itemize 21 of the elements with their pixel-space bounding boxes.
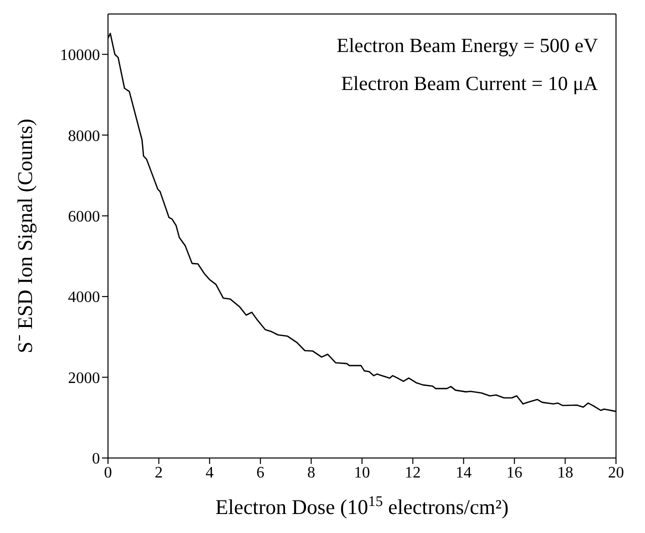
x-tick-label: 14 [456, 464, 472, 482]
x-tick-label: 8 [307, 464, 316, 482]
y-tick-label: 10000 [60, 47, 100, 64]
x-tick-label: 4 [206, 464, 214, 482]
y-tick-label: 2000 [68, 370, 100, 387]
x-tick-label: 6 [256, 464, 264, 482]
x-tick-label: 10 [354, 464, 370, 482]
x-tick-label: 16 [506, 464, 522, 482]
x-tick-label: 0 [104, 464, 112, 482]
y-tick-label: 0 [92, 450, 100, 468]
y-tick-label: 4000 [68, 289, 100, 306]
x-tick-label: 12 [404, 464, 421, 482]
x-tick-label: 2 [154, 464, 163, 482]
annotation: Electron Beam Energy = 500 eV [336, 35, 599, 57]
x-axis-title: Electron Dose (10$^{15}$ electrons/cm²) [215, 494, 509, 519]
y-tick-label: 8000 [68, 128, 100, 145]
y-tick-label: 6000 [68, 208, 100, 226]
x-tick-label: 20 [608, 464, 624, 482]
annotation: Electron Beam Current = 10 μA [341, 73, 599, 95]
x-tick-label: 18 [557, 464, 574, 482]
y-axis-title: S⁻ ESD Ion Signal (Counts) [13, 118, 37, 354]
